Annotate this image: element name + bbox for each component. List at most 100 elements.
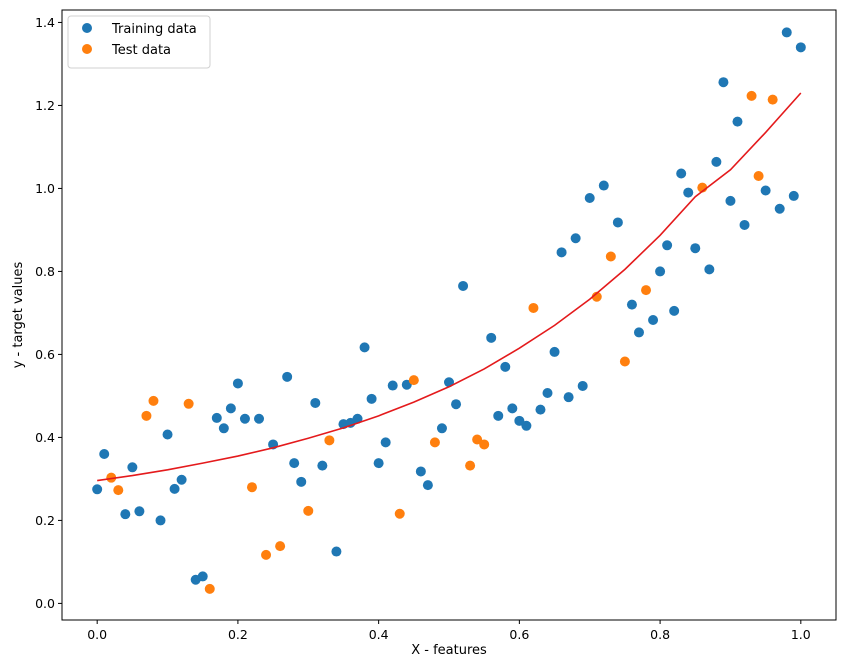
legend-marker [82,23,92,33]
training-point [92,484,103,495]
y-tick-label: 1.0 [35,181,55,196]
y-tick-label: 0.8 [35,264,55,279]
test-point [261,549,272,560]
test-point [528,302,539,313]
test-point [113,485,124,496]
training-point [662,240,673,251]
training-point [225,403,236,414]
legend-marker [82,44,92,54]
training-point [331,546,342,557]
training-point [570,233,581,244]
training-point [218,423,229,434]
y-axis-label: y - target values [11,261,26,368]
training-point [422,480,433,491]
training-point [436,423,447,434]
training-point [99,449,110,460]
training-point [169,483,180,494]
training-point [514,415,525,426]
training-point [493,410,504,421]
training-point [232,378,243,389]
test-point [246,482,257,493]
training-point [549,346,560,357]
legend-box [67,15,211,69]
legend: Training data Test data [67,15,211,69]
y-tick-label: 0.4 [35,430,55,445]
training-point [162,429,173,440]
plot-frame [61,9,837,621]
training-point [598,180,609,191]
training-point [415,466,426,477]
test-point [106,472,117,483]
training-point [373,458,384,469]
training-point [211,412,222,423]
test-point [148,395,159,406]
x-tick-label: 0.0 [87,627,107,642]
test-point [183,398,194,409]
x-tick-label: 0.6 [509,627,529,642]
x-axis-label: X - features [411,643,487,658]
training-point [732,116,743,127]
test-point [753,170,764,181]
training-point [612,217,623,228]
y-tick-label: 1.4 [35,15,55,30]
test-point [204,583,215,594]
axis-ticks: 0.0 0.2 0.4 0.6 0.8 1.0 0.0 0.2 0.4 0.6 0.8 1.0 1.2 1… [35,15,811,642]
training-point [781,27,792,38]
training-point [584,192,595,203]
training-point [317,460,328,471]
test-point [641,285,652,296]
training-point [254,413,265,424]
training-point [310,397,321,408]
training-point [648,314,659,325]
training-point [359,342,370,353]
training-point [690,243,701,254]
training-point [655,266,666,277]
test-point [394,508,405,519]
training-point [577,380,588,391]
y-tick-label: 0.6 [35,347,55,362]
test-point [303,505,314,516]
training-point [366,393,377,404]
test-point [141,410,152,421]
x-tick-label: 0.2 [228,627,248,642]
training-point [626,299,637,310]
training-point [289,458,300,469]
test-point [324,435,335,446]
training-point [486,332,497,343]
test-point [472,434,483,445]
training-point [711,156,722,167]
training-point [282,371,293,382]
training-point [795,42,806,53]
training-point [458,280,469,291]
training-point [134,506,145,517]
training-point [788,190,799,201]
training-point [718,77,729,88]
training-point [521,420,532,431]
training-point [507,403,518,414]
training-point [669,305,680,316]
test-point [465,460,476,471]
training-point [127,462,138,473]
test-point [429,437,440,448]
test-point [479,439,490,450]
training-point [535,404,546,415]
training-point [760,185,771,196]
training-point [380,437,391,448]
training-point [633,327,644,338]
training-point [296,476,307,487]
test-point [275,541,286,552]
legend-label: Training data [111,22,197,37]
test-point [591,291,602,302]
training-point [500,361,511,372]
x-tick-label: 1.0 [791,627,811,642]
chart-marks [92,27,806,594]
training-point [352,413,363,424]
training-point [239,413,250,424]
test-point [619,356,630,367]
training-point [704,264,715,275]
y-tick-label: 0.2 [35,513,55,528]
test-point [408,375,419,386]
training-point [542,388,553,399]
training-point [451,399,462,410]
